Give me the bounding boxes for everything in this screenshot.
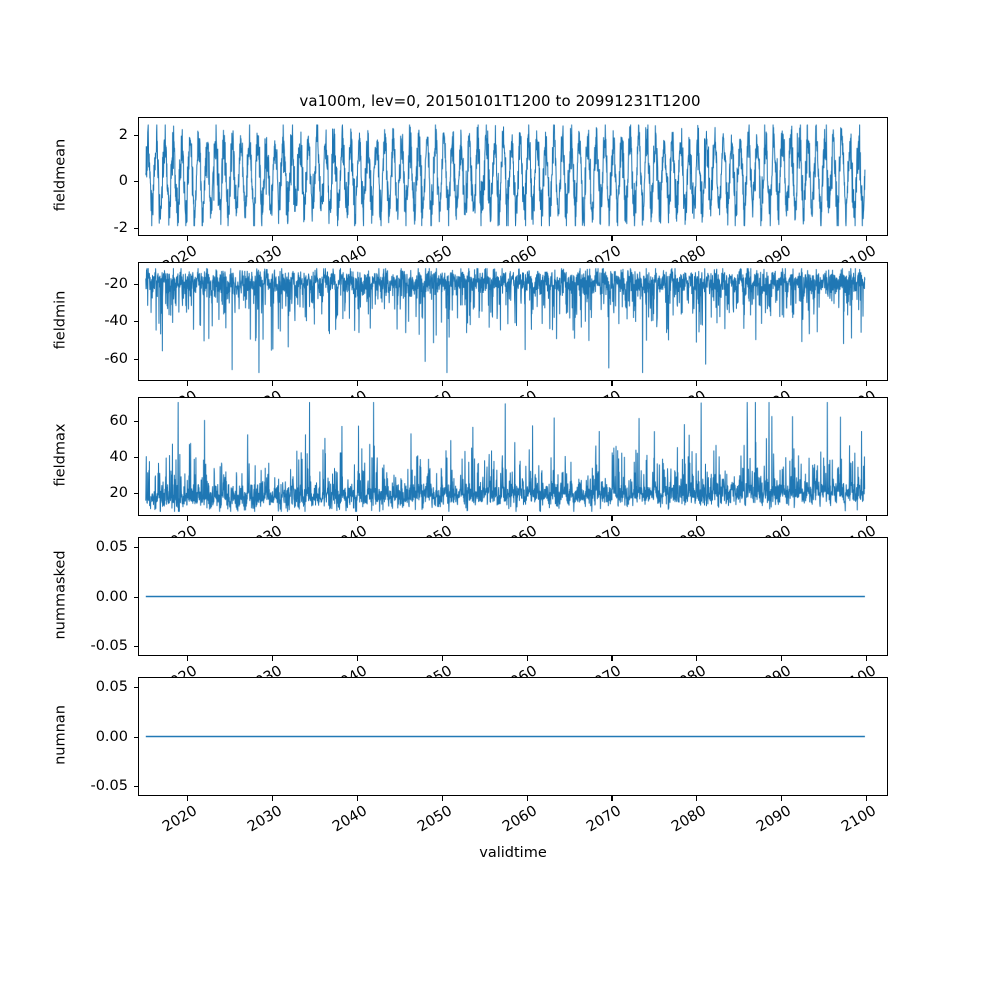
y-tick-label-fieldmean-2: 2	[118, 126, 128, 143]
y-axis-label-fieldmean: fieldmean	[52, 138, 68, 211]
y-tick-label-fieldmean-1: 0	[118, 173, 128, 190]
y-tick-mark-nummasked-0	[133, 546, 138, 548]
plot-area-fieldmin	[139, 263, 887, 380]
x-axis-label: validtime	[479, 845, 547, 861]
subplot-fieldmax	[138, 397, 888, 516]
y-axis-label-nummasked: nummasked	[52, 549, 68, 640]
y-tick-mark-numnan-2	[133, 786, 138, 788]
y-tick-label-fieldmax-2: 60	[109, 412, 128, 429]
plot-area-nummasked	[139, 538, 887, 655]
y-tick-mark-fieldmin-0	[133, 283, 138, 285]
y-tick-mark-fieldmean-0	[133, 227, 138, 229]
y-tick-mark-fieldmax-1	[133, 456, 138, 459]
y-axis-label-fieldmax: fieldmax	[52, 423, 68, 486]
subplot-nummasked	[138, 537, 888, 656]
y-tick-mark-numnan-1	[133, 736, 138, 738]
y-tick-label-fieldmax-0: 20	[109, 485, 128, 502]
subplot-numnan	[138, 677, 888, 796]
plot-area-fieldmax	[139, 398, 887, 515]
y-tick-label-nummasked-0: 0.05	[95, 538, 128, 555]
y-tick-mark-fieldmax-0	[133, 493, 138, 495]
y-tick-label-nummasked-2: -0.05	[90, 638, 128, 655]
plot-area-numnan	[139, 678, 887, 795]
y-tick-label-fieldmin-2: -60	[104, 350, 128, 367]
y-tick-mark-fieldmean-2	[133, 134, 138, 136]
y-tick-label-fieldmin-1: -40	[104, 313, 128, 330]
subplot-fieldmin	[138, 262, 888, 381]
plot-area-fieldmean	[139, 118, 887, 235]
y-tick-mark-fieldmean-1	[133, 181, 138, 183]
y-tick-label-numnan-2: -0.05	[90, 778, 128, 795]
y-tick-label-nummasked-1: 0.00	[95, 588, 128, 605]
y-tick-label-fieldmax-1: 40	[109, 448, 128, 465]
y-tick-mark-fieldmin-1	[133, 321, 138, 323]
y-tick-label-fieldmin-0: -20	[104, 275, 128, 292]
y-axis-label-numnan: numnan	[52, 704, 68, 765]
y-tick-label-numnan-0: 0.05	[95, 678, 128, 695]
figure-title: va100m, lev=0, 20150101T1200 to 20991231…	[299, 92, 701, 110]
y-tick-mark-fieldmax-2	[133, 420, 138, 422]
y-tick-mark-fieldmin-2	[133, 358, 138, 360]
y-tick-mark-numnan-0	[133, 686, 138, 688]
y-axis-label-fieldmin: fieldmin	[52, 290, 68, 349]
y-tick-mark-nummasked-1	[133, 596, 138, 598]
subplot-fieldmean	[138, 117, 888, 236]
y-tick-label-numnan-1: 0.00	[95, 728, 128, 745]
y-tick-label-fieldmean-0: -2	[113, 219, 128, 236]
y-tick-mark-nummasked-2	[133, 646, 138, 648]
